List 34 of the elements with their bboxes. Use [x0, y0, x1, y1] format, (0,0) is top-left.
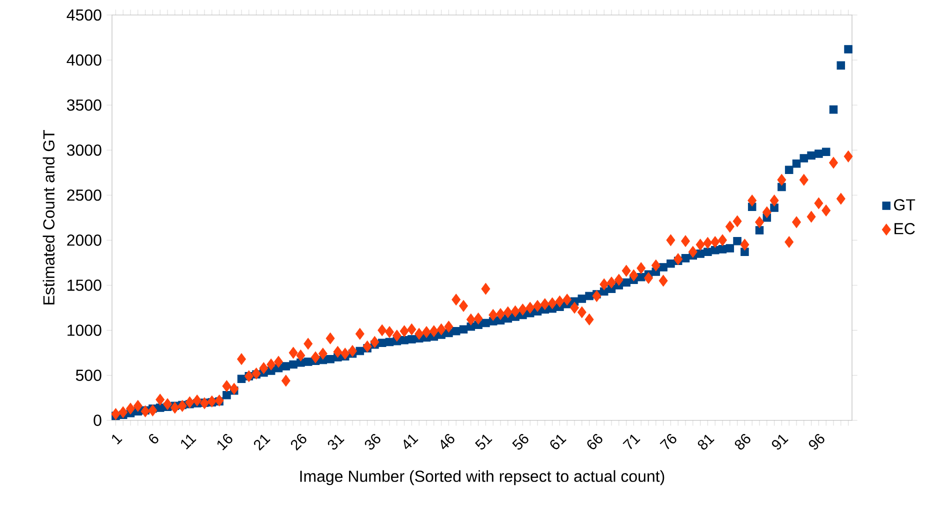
x-tick-label: 41 — [404, 434, 418, 449]
x-tick-label: 76 — [660, 434, 676, 450]
y-tick-label: 3000 — [66, 144, 102, 156]
x-tick-label: 66 — [587, 434, 602, 450]
x-tick-label: 26 — [290, 434, 306, 450]
x-tick-label: 1 — [112, 434, 122, 444]
x-tick-label: 61 — [550, 434, 566, 450]
x-tick-label: 56 — [512, 434, 528, 450]
x-tick-label: 71 — [622, 434, 640, 449]
x-tick-label: 86 — [734, 434, 750, 450]
x-tick-label: 36 — [364, 434, 380, 450]
y-tick-label: 1500 — [68, 279, 102, 291]
y-axis-title: Estimated Count and GT — [42, 130, 55, 304]
x-tick-label: 11 — [181, 434, 196, 450]
x-tick-label: 16 — [217, 434, 232, 450]
x-tick-label: 21 — [254, 434, 270, 450]
x-axis-title: Image Number (Sorted with repsect to actual count) — [300, 470, 664, 485]
legend-label: EC — [894, 222, 915, 234]
y-tick-label: 4000 — [66, 54, 102, 66]
x-tick-label: 96 — [808, 434, 824, 450]
x-tick-label: 31 — [328, 434, 344, 450]
y-tick-label: 500 — [76, 369, 102, 381]
x-tick-label: 6 — [149, 434, 158, 444]
y-tick-label: 1000 — [68, 324, 102, 336]
legend-label: GT — [894, 199, 916, 210]
x-tick-label: 81 — [698, 434, 714, 450]
y-tick-label: 0 — [94, 414, 102, 426]
y-tick-label: 2500 — [67, 189, 102, 201]
y-tick-label: 3500 — [66, 99, 102, 111]
x-tick-label: 46 — [440, 434, 454, 450]
x-tick-label: 51 — [475, 434, 492, 450]
y-tick-label: 2000 — [67, 234, 102, 246]
x-tick-label: 91 — [772, 434, 788, 450]
y-tick-label: 4500 — [66, 9, 102, 20]
